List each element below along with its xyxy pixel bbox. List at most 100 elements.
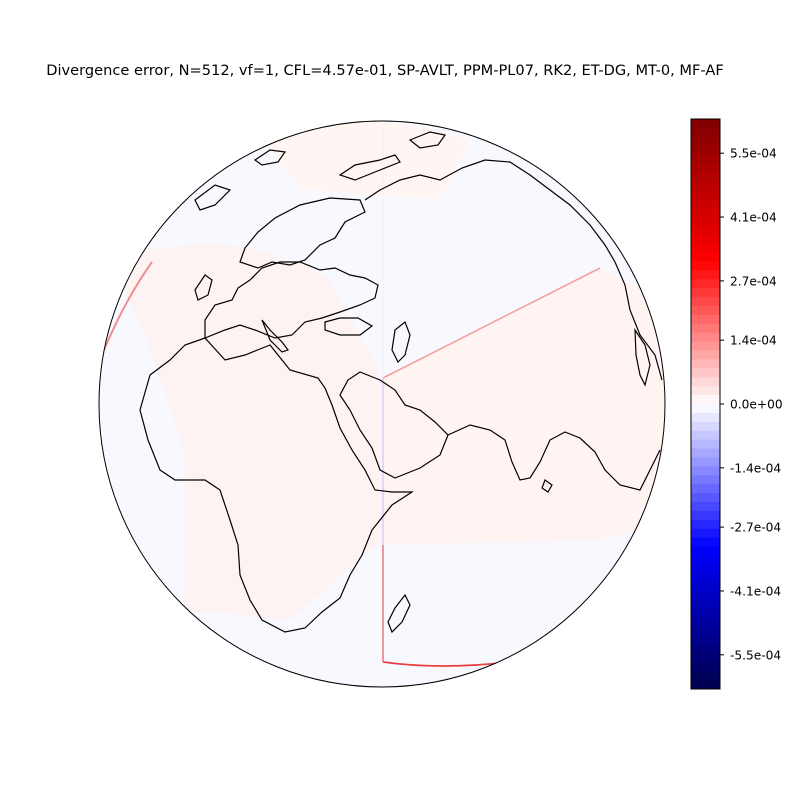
coastline-india: [447, 424, 661, 491]
colorbar-segment: [691, 404, 720, 414]
coastline-italy: [261, 319, 289, 353]
colorbar-segment: [691, 314, 720, 325]
colorbar-segment: [691, 208, 720, 218]
colorbar-tick-label: -5.5e-04: [730, 648, 781, 662]
colorbar-segment: [691, 163, 720, 173]
coastline-novaya-zemlya: [338, 154, 401, 181]
coastline-madagascar: [387, 593, 411, 634]
region-face-east: [383, 268, 665, 545]
coastline-greenland: [194, 184, 232, 211]
colorbar-segment: [691, 181, 720, 191]
region-face-north: [250, 121, 470, 200]
colorbar-segment: [691, 617, 720, 628]
colorbar-segment: [691, 582, 720, 592]
colorbar-segment: [691, 136, 720, 147]
colorbar-segment: [691, 457, 720, 467]
colorbar-segment: [691, 546, 720, 556]
colorbar: 5.5e-04 4.1e-04 2.7e-04 1.4e-04 0.0e+00 -1.4e…: [690, 118, 783, 690]
coastline-africa: [139, 337, 415, 633]
colorbar-tick-label: 4.1e-04: [730, 211, 777, 225]
globe: [98, 120, 666, 688]
colorbar-segment: [691, 297, 720, 307]
colorbar-segment: [691, 252, 720, 262]
colorbar-segment: [691, 439, 720, 450]
colorbar-segment: [691, 671, 720, 681]
colorbar-segment: [691, 261, 720, 271]
colorbar-ticks: 5.5e-04 4.1e-04 2.7e-04 1.4e-04 0.0e+00 -1.4e…: [720, 147, 783, 662]
seam-northeast: [382, 267, 601, 379]
colorbar-segment: [691, 626, 720, 637]
colorbar-segment: [691, 528, 720, 539]
coastline-japan: [634, 327, 651, 387]
coastline-europe: [204, 261, 379, 339]
colorbar-segment: [691, 412, 720, 423]
colorbar-segment: [691, 466, 720, 476]
colorbar-segment: [691, 395, 720, 405]
colorbar-segment: [691, 475, 720, 485]
globe-outline: [98, 120, 666, 688]
colorbar-segment: [691, 323, 720, 334]
colorbar-segment: [691, 288, 720, 298]
colorbar-segment: [691, 270, 720, 280]
colorbar-segment: [691, 680, 720, 690]
coastline-caspian: [391, 321, 411, 364]
colorbar-gradient: [691, 119, 720, 690]
colorbar-tick-label: 1.4e-04: [730, 334, 777, 348]
colorbar-segment: [691, 341, 720, 352]
colorbar-segment: [691, 510, 720, 521]
colorbar-segment: [691, 573, 720, 583]
region-face-west: [100, 240, 383, 620]
coastline-black-sea: [324, 317, 374, 336]
colorbar-tick-label: -4.1e-04: [730, 584, 781, 598]
coastline-arctic-islands: [408, 131, 447, 149]
colorbar-segment: [691, 599, 720, 610]
colorbar-segment: [691, 350, 720, 360]
colorbar-segment: [691, 564, 720, 574]
colorbar-segment: [691, 653, 720, 663]
colorbar-segment: [691, 145, 720, 156]
colorbar-segment: [691, 359, 720, 369]
colorbar-segment: [691, 377, 720, 387]
colorbar-tick-label: 2.7e-04: [730, 274, 777, 288]
colorbar-segment: [691, 172, 720, 182]
divergence-field: [100, 121, 665, 667]
coastline-uk: [194, 274, 213, 301]
coastline-sri-lanka: [541, 479, 553, 493]
colorbar-segment: [691, 608, 720, 619]
colorbar-segment: [691, 421, 720, 432]
colorbar-segment: [691, 591, 720, 601]
colorbar-segment: [691, 386, 720, 396]
colorbar-segment: [691, 662, 720, 672]
coastline-svalbard: [253, 149, 287, 166]
colorbar-segment: [691, 501, 720, 512]
colorbar-segment: [691, 368, 720, 378]
colorbar-segment: [691, 332, 720, 343]
plot-title: Divergence error, N=512, vf=1, CFL=4.57e…: [46, 62, 724, 79]
colorbar-segment: [691, 430, 720, 441]
colorbar-tick-label: 5.5e-04: [730, 147, 777, 161]
colorbar-segment: [691, 119, 720, 129]
colorbar-segment: [691, 243, 720, 254]
colorbar-segment: [691, 484, 720, 494]
colorbar-segment: [691, 644, 720, 654]
coastline-asia-north: [364, 159, 663, 381]
colorbar-segment: [691, 448, 720, 458]
colorbar-segment: [691, 279, 720, 289]
colorbar-segment: [691, 306, 720, 316]
seam-west-edge: [103, 261, 153, 351]
colorbar-segment: [691, 190, 720, 200]
colorbar-segment: [691, 199, 720, 209]
colorbar-segment: [691, 555, 720, 565]
colorbar-tick-label: 0.0e+00: [730, 398, 783, 412]
colorbar-segment: [691, 127, 720, 138]
colorbar-segment: [691, 519, 720, 530]
colorbar-segment: [691, 216, 720, 227]
colorbar-segment: [691, 493, 720, 503]
colorbar-tick-label: -1.4e-04: [730, 461, 781, 475]
colorbar-segment: [691, 234, 720, 245]
coastline-scandinavia: [239, 197, 366, 269]
colorbar-segment: [691, 154, 720, 165]
colorbar-segment: [691, 537, 720, 547]
colorbar-segment: [691, 635, 720, 645]
